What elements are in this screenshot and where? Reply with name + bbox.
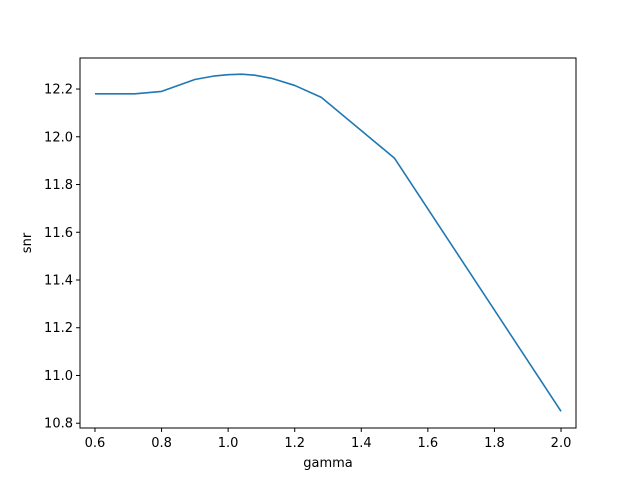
x-tick-label: 2.0 xyxy=(551,436,572,451)
y-tick-label: 11.0 xyxy=(44,369,73,384)
x-tick-label: 1.2 xyxy=(284,436,305,451)
snr-line xyxy=(94,73,562,412)
x-axis-label: gamma xyxy=(303,456,353,471)
x-tick-label: 1.0 xyxy=(218,436,239,451)
plot-frame xyxy=(79,57,577,429)
y-axis-label: snr xyxy=(20,232,35,253)
x-tick-label: 0.6 xyxy=(85,436,106,451)
y-tick-label: 11.6 xyxy=(44,226,73,241)
y-tick-label: 10.8 xyxy=(44,417,73,432)
y-tick-label: 11.8 xyxy=(44,178,73,193)
y-tick-label: 11.4 xyxy=(44,274,73,289)
x-axis: 0.6 0.8 1.0 1.2 1.4 1.6 1.8 2.0 xyxy=(85,428,572,451)
y-tick-label: 12.0 xyxy=(44,130,73,145)
y-tick-label: 12.2 xyxy=(44,83,73,98)
y-axis: 10.8 11.0 11.2 11.4 11.6 11.8 12.0 12.2 xyxy=(44,83,80,432)
series-layer xyxy=(94,73,562,412)
y-tick-label: 11.2 xyxy=(44,321,73,336)
plot-area xyxy=(80,58,576,428)
x-tick-label: 0.8 xyxy=(151,436,172,451)
x-tick-label: 1.6 xyxy=(418,436,439,451)
x-tick-label: 1.4 xyxy=(351,436,372,451)
x-tick-label: 1.8 xyxy=(484,436,505,451)
